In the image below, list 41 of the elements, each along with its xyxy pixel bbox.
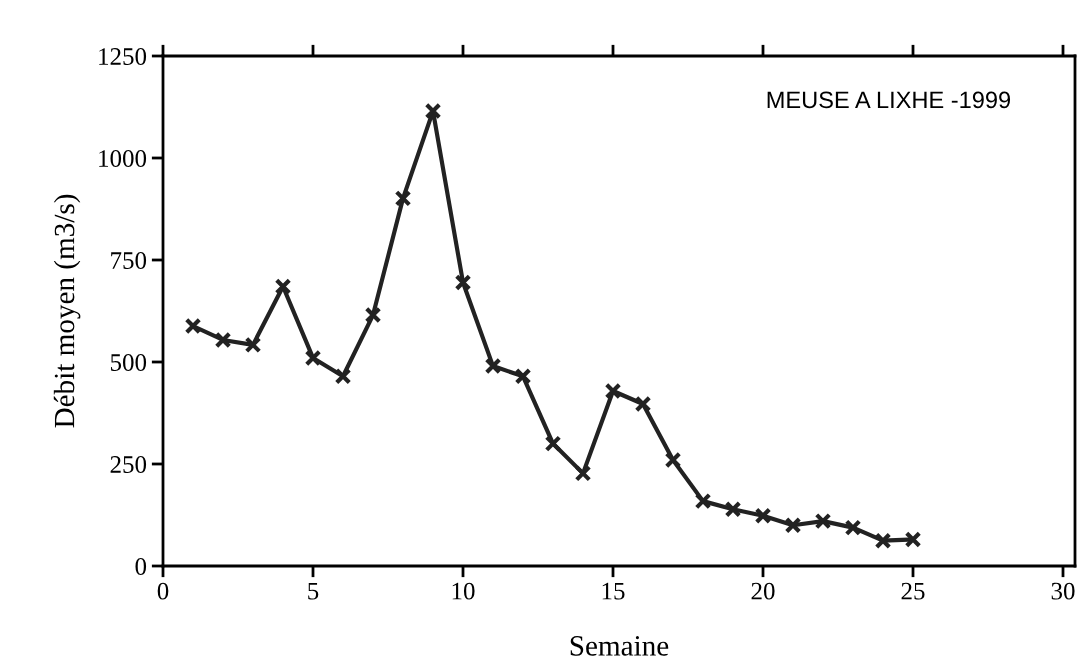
point	[394, 190, 412, 207]
point	[604, 382, 622, 400]
y-tick-label: 750	[111, 252, 147, 269]
y-tick-label: 500	[110, 354, 147, 371]
x-axis-title: Semaine	[570, 636, 669, 656]
point	[274, 278, 292, 295]
x-tick-label: 10	[452, 582, 475, 600]
point	[694, 492, 712, 510]
point	[514, 367, 532, 385]
point	[754, 507, 772, 525]
point	[334, 367, 352, 385]
x-tick-label: 20	[751, 582, 775, 600]
x-tick-label: 15	[602, 582, 625, 600]
point	[364, 306, 382, 324]
x-tick-label: 30	[1051, 582, 1075, 600]
point	[424, 102, 442, 120]
point	[844, 519, 862, 536]
point	[814, 512, 832, 530]
point	[544, 435, 562, 452]
point	[484, 357, 502, 375]
point	[724, 500, 742, 518]
point	[184, 317, 202, 335]
point	[574, 465, 592, 482]
point	[904, 531, 922, 548]
point	[454, 274, 472, 291]
annotation: MEUSE A LIXHE -1999	[767, 91, 1011, 109]
point	[304, 349, 322, 367]
point	[784, 516, 802, 534]
y-axis-title: Débit moyen (m3/s)	[53, 194, 81, 428]
point	[214, 331, 232, 349]
point	[874, 532, 892, 550]
y-tick-label: 1000	[99, 150, 147, 167]
x-tick-label: 5	[308, 582, 319, 600]
x-tick-label: 0	[157, 582, 169, 600]
y-tick-label: 250	[110, 456, 147, 473]
point	[244, 336, 262, 354]
x-tick-label: 25	[901, 582, 925, 600]
y-tick-label: 0	[135, 558, 147, 575]
point	[664, 451, 682, 469]
y-tick-label: 1250	[99, 48, 147, 65]
point	[634, 395, 652, 413]
